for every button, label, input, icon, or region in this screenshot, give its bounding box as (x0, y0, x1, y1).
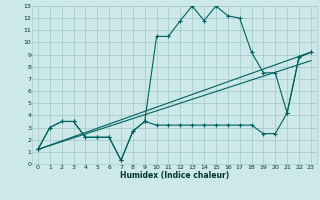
X-axis label: Humidex (Indice chaleur): Humidex (Indice chaleur) (120, 171, 229, 180)
